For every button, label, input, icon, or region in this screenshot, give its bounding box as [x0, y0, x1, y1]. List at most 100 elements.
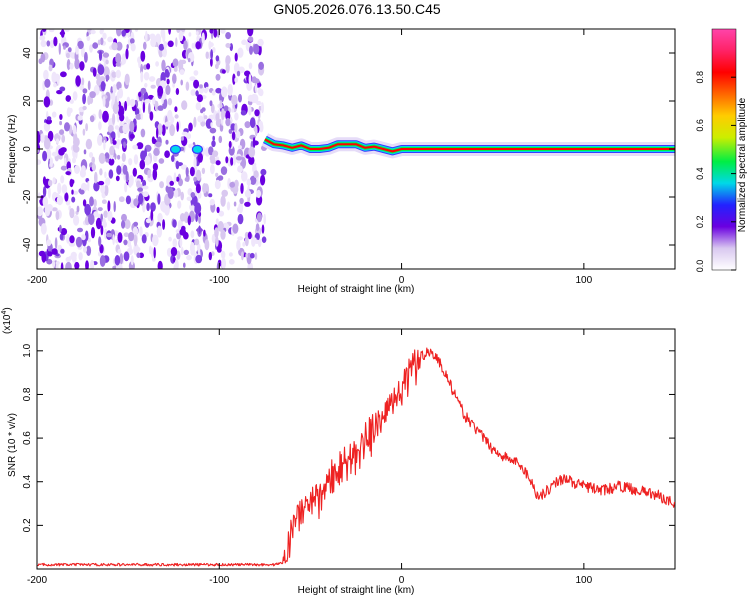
- noise-cell: [85, 123, 88, 132]
- noise-cell: [42, 150, 48, 162]
- noise-cell: [59, 224, 62, 233]
- noise-cell: [112, 140, 117, 145]
- noise-cell: [65, 171, 71, 176]
- noise-cell: [208, 42, 214, 48]
- snr-line: [37, 347, 675, 567]
- noise-cell: [169, 124, 176, 137]
- noise-cell: [229, 181, 236, 188]
- noise-cell: [129, 120, 135, 133]
- x-tick-label: 0: [399, 275, 405, 286]
- colorbar-label: Normalized spectral amplitude: [737, 97, 748, 232]
- noise-cell: [195, 41, 201, 50]
- noise-cell: [169, 180, 174, 186]
- noise-cell: [132, 167, 137, 177]
- noise-cell: [190, 192, 196, 198]
- noise-cell: [71, 179, 75, 184]
- noise-cell: [44, 78, 51, 88]
- noise-cell: [256, 212, 263, 223]
- noise-cell: [183, 262, 186, 268]
- noise-cell: [237, 47, 244, 58]
- noise-cell: [254, 109, 260, 117]
- noise-cell: [140, 150, 147, 161]
- noise-cell: [132, 144, 138, 150]
- noise-cell: [252, 94, 259, 104]
- noise-cell: [255, 82, 258, 94]
- noise-cell: [258, 120, 264, 129]
- noise-cell: [258, 61, 264, 70]
- noise-cell: [96, 78, 102, 86]
- noise-cell: [138, 91, 142, 98]
- noise-cell: [253, 43, 260, 55]
- noise-cell: [40, 40, 47, 48]
- noise-cell: [87, 180, 90, 192]
- noise-cell: [178, 178, 183, 187]
- noise-cell: [157, 212, 163, 223]
- noise-cell: [244, 201, 251, 207]
- noise-cell: [39, 35, 46, 41]
- noise-cell: [85, 260, 89, 269]
- noise-cell: [170, 116, 175, 124]
- figure-title: GN05.2026.076.13.50.C45: [273, 1, 441, 17]
- noise-cell: [217, 175, 224, 181]
- noise-cell: [172, 238, 178, 248]
- noise-cell: [75, 75, 81, 87]
- noise-cell: [193, 70, 199, 76]
- noise-cell: [141, 234, 147, 244]
- noise-cell: [162, 219, 166, 230]
- noise-cell: [123, 239, 128, 246]
- snr-frame: [36, 328, 676, 570]
- noise-cell: [167, 98, 173, 106]
- noise-cell: [46, 258, 53, 265]
- noise-cell: [124, 219, 131, 230]
- noise-cell: [166, 78, 170, 85]
- y-tick-label: 0: [22, 146, 33, 152]
- noise-cell: [187, 58, 191, 63]
- noise-cell: [197, 152, 203, 163]
- weak-signal-spot: [191, 144, 204, 154]
- noise-cell: [184, 177, 189, 182]
- noise-cell: [221, 86, 228, 98]
- noise-cell: [234, 77, 239, 83]
- noise-cell: [93, 211, 99, 218]
- noise-cell: [44, 204, 51, 217]
- noise-cell: [183, 40, 188, 51]
- noise-cell: [133, 234, 138, 247]
- noise-cell: [63, 45, 66, 50]
- noise-cell: [238, 93, 242, 103]
- noise-cell: [241, 39, 248, 46]
- noise-cell: [89, 196, 94, 207]
- noise-cell: [53, 82, 57, 88]
- noise-cell: [208, 251, 212, 261]
- noise-cell: [228, 252, 233, 257]
- noise-cell: [221, 69, 226, 74]
- noise-cell: [165, 84, 171, 96]
- noise-cell: [51, 111, 57, 118]
- noise-cell: [189, 76, 196, 81]
- noise-cell: [128, 158, 133, 166]
- noise-cell: [121, 213, 127, 222]
- noise-cell: [195, 102, 201, 111]
- noise-cell: [100, 225, 104, 236]
- noise-cell: [247, 231, 252, 240]
- noise-cell: [233, 62, 240, 74]
- noise-cell: [197, 115, 204, 123]
- noise-cell: [60, 147, 67, 153]
- noise-cell: [180, 191, 184, 201]
- noise-cell: [77, 227, 83, 233]
- noise-cell: [140, 128, 146, 138]
- noise-cell: [51, 207, 58, 212]
- noise-cell: [105, 59, 109, 65]
- noise-cell: [221, 189, 228, 197]
- noise-cell: [175, 160, 180, 170]
- noise-cell: [228, 259, 235, 265]
- noise-cell: [82, 128, 86, 136]
- y-tick-label: 0.6: [22, 431, 33, 445]
- noise-cell: [65, 256, 72, 263]
- noise-cell: [149, 33, 156, 40]
- noise-cell: [101, 199, 107, 204]
- noise-cell: [60, 165, 67, 171]
- noise-cell: [164, 203, 170, 216]
- noise-cell: [53, 36, 58, 47]
- noise-cell: [59, 233, 64, 241]
- noise-cell: [176, 250, 181, 260]
